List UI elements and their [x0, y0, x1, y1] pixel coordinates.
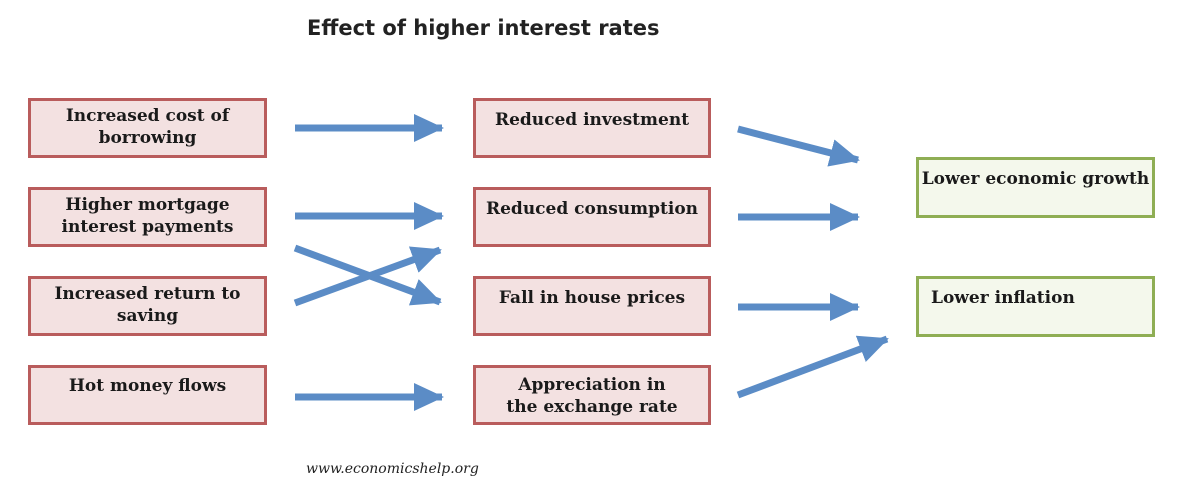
source-url: www.economicshelp.org — [306, 461, 479, 477]
cause-label-return-to-saving: Increased return to saving — [54, 284, 241, 326]
outcome-box-inflation: Lower inflation — [916, 276, 1155, 337]
effect-box-investment: Reduced investment — [473, 98, 711, 158]
outcome-label-growth: Lower economic growth — [921, 169, 1150, 189]
effect-label-exchange-rate: Appreciation in the exchange rate — [506, 375, 678, 417]
arrow-investment-to-growth — [737, 125, 860, 167]
arrow-exchange-rate-to-inflation — [736, 335, 889, 399]
cause-box-mortgage-payments: Higher mortgage interest payments — [28, 187, 267, 247]
cause-label-borrowing-cost: Increased cost of borrowing — [65, 106, 230, 148]
cause-label-mortgage-payments: Higher mortgage interest payments — [61, 195, 234, 237]
effect-label-investment: Reduced investment — [494, 110, 690, 130]
effect-label-house-prices: Fall in house prices — [498, 288, 686, 308]
diagram-title: Effect of higher interest rates — [307, 16, 660, 40]
arrow-saving-to-consumption — [293, 246, 442, 307]
effect-box-house-prices: Fall in house prices — [473, 276, 711, 336]
effect-box-consumption: Reduced consumption — [473, 187, 711, 247]
cause-box-borrowing-cost: Increased cost of borrowing — [28, 98, 267, 158]
cause-box-return-to-saving: Increased return to saving — [28, 276, 267, 336]
effect-label-consumption: Reduced consumption — [485, 199, 699, 219]
cause-box-hot-money: Hot money flows — [28, 365, 267, 425]
cause-label-hot-money: Hot money flows — [68, 376, 227, 396]
outcome-box-growth: Lower economic growth — [916, 157, 1155, 218]
effect-box-exchange-rate: Appreciation in the exchange rate — [473, 365, 711, 425]
outcome-label-inflation: Lower inflation — [931, 288, 1075, 308]
